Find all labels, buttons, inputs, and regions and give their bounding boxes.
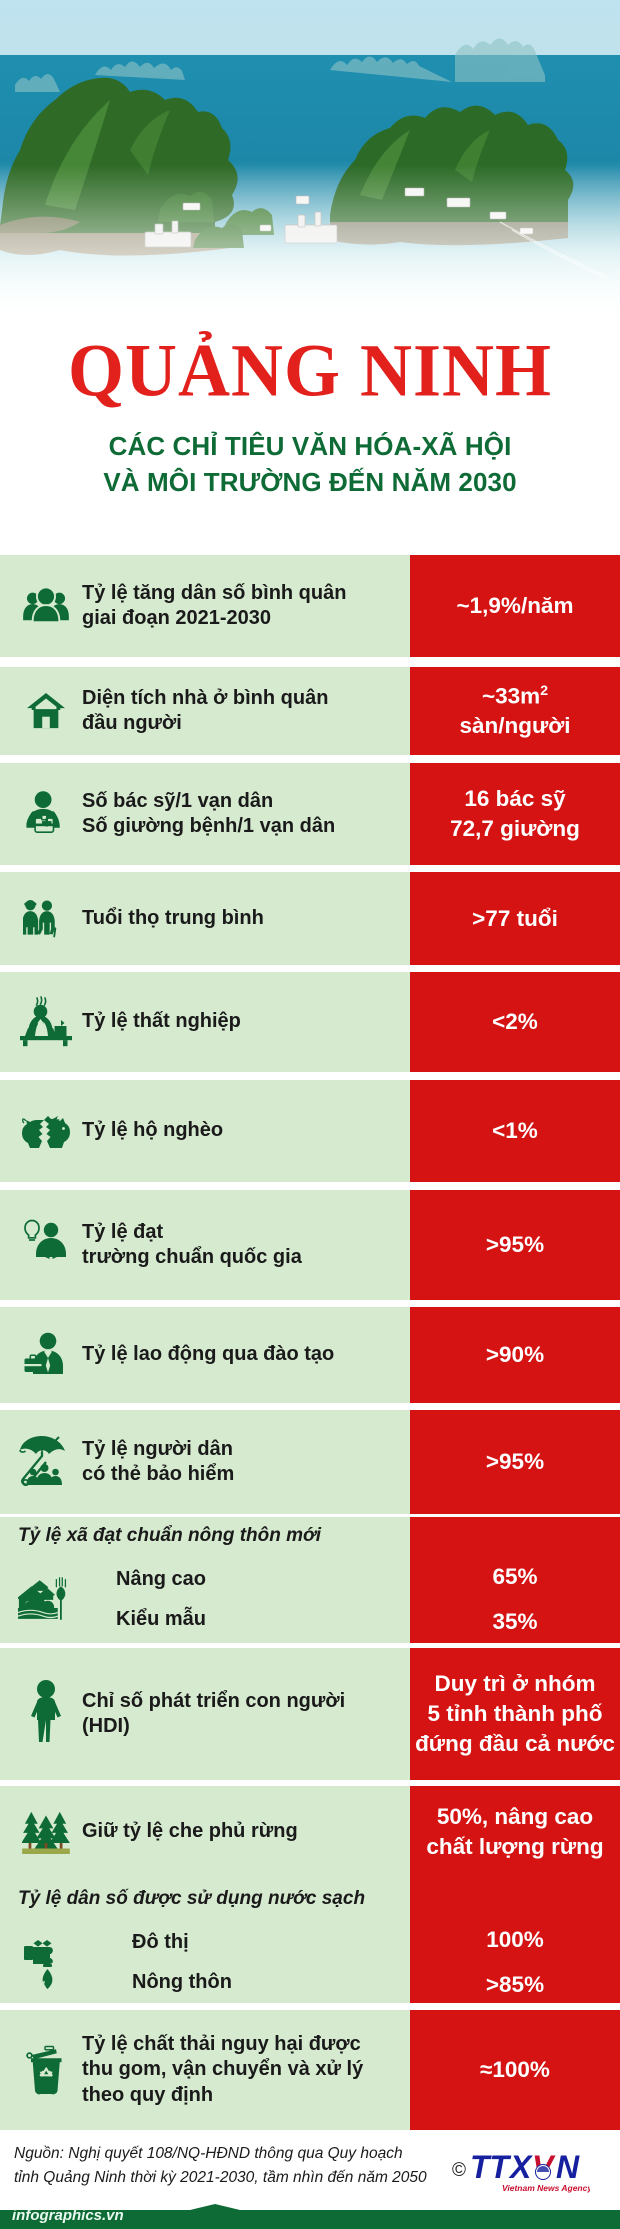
svg-text:N: N — [556, 2149, 580, 2185]
svg-text:TT: TT — [470, 2149, 512, 2185]
svg-text:X: X — [508, 2149, 533, 2185]
svg-text:Vietnam News Agency: Vietnam News Agency — [502, 2183, 590, 2193]
